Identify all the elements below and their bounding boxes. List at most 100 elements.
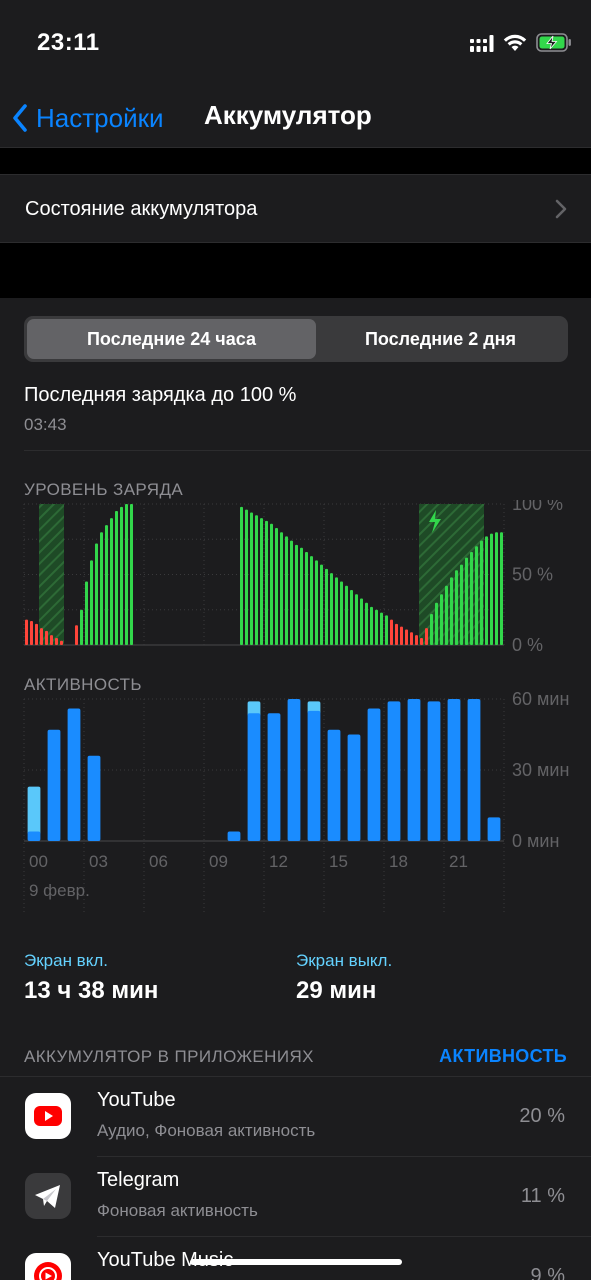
battery-health-row[interactable]: Состояние аккумулятора	[0, 174, 591, 243]
screen-on-bar	[247, 713, 261, 841]
battery-level-bar	[365, 602, 368, 645]
battery-level-bar	[245, 509, 248, 645]
battery-level-bar	[270, 523, 273, 645]
back-button[interactable]: Настройки	[12, 96, 164, 140]
segment-last-2-days[interactable]: Последние 2 дня	[364, 328, 517, 349]
app-row-telegram[interactable]: Telegram Фоновая активность 11 %	[0, 1157, 591, 1237]
battery-charts: 100 % 50 % 0 % 60 мин 30 мин 0 мин 00 03 06 09 12 1…	[23, 500, 569, 912]
battery-level-bar	[405, 629, 408, 645]
battery-level-bar	[490, 533, 493, 645]
battery-level-bar	[400, 626, 403, 645]
battery-level-bar	[435, 602, 438, 645]
period-segmented-control: Последние 24 часа Последние 2 дня	[24, 316, 568, 362]
app-percent: 20 %	[519, 1105, 565, 1127]
battery-level-bar	[110, 518, 113, 645]
battery-level-bar	[285, 536, 288, 645]
battery-level-bar	[125, 504, 128, 645]
screen-on-bar	[267, 713, 281, 841]
x-tick-label: 09	[209, 852, 228, 871]
app-detail: Фоновая активность	[97, 1201, 258, 1220]
battery-level-bar	[425, 628, 428, 645]
battery-level-bar	[395, 623, 398, 645]
show-activity-button[interactable]: АКТИВНОСТЬ	[439, 1046, 567, 1066]
divider	[97, 1236, 591, 1237]
app-detail: Аудио, Фоновая активность	[97, 1121, 316, 1140]
battery-level-bar	[325, 568, 328, 645]
apps-section-header: АККУМУЛЯТОР В ПРИЛОЖЕНИЯХ	[24, 1047, 314, 1066]
y-tick-label: 0 мин	[512, 831, 559, 851]
battery-level-bar	[280, 532, 283, 645]
battery-level-bar	[290, 540, 293, 645]
screen-on-bar	[67, 708, 81, 841]
app-name: YouTube	[97, 1089, 176, 1111]
x-tick-label: 18	[389, 852, 408, 871]
battery-level-label: УРОВЕНЬ ЗАРЯДА	[24, 480, 184, 499]
youtube-icon	[25, 1093, 71, 1139]
battery-level-bar	[255, 515, 258, 645]
screen-on-bar	[427, 701, 441, 841]
battery-level-bar	[410, 632, 413, 645]
divider	[97, 1156, 591, 1157]
battery-level-bar	[475, 546, 478, 645]
last-charge-time: 03:43	[24, 415, 67, 434]
status-bar: 23:11	[0, 0, 591, 90]
battery-level-bar	[55, 637, 58, 645]
app-row-youtube-music[interactable]: YouTube Music 9 %	[0, 1237, 591, 1280]
divider	[0, 1076, 591, 1077]
x-tick-label: 03	[89, 852, 108, 871]
screen-off-value: 29 мин	[296, 977, 377, 1004]
battery-level-bar	[430, 613, 433, 645]
battery-level-bar	[100, 532, 103, 645]
battery-level-bar	[120, 506, 123, 645]
group-gap	[0, 243, 591, 298]
battery-level-bar	[500, 532, 503, 645]
app-row-youtube[interactable]: YouTube Аудио, Фоновая активность 20 %	[0, 1077, 591, 1157]
battery-level-bar	[25, 619, 28, 645]
battery-level-bar	[90, 560, 93, 645]
battery-level-bar	[105, 525, 108, 645]
youtube-music-icon	[25, 1253, 71, 1280]
battery-level-bar	[315, 560, 318, 645]
screen-on-bar	[227, 831, 241, 841]
battery-level-bar	[485, 536, 488, 645]
y-tick-label: 50 %	[512, 565, 553, 585]
x-tick-label: 21	[449, 852, 468, 871]
battery-health-label: Состояние аккумулятора	[25, 198, 258, 220]
signal-icon	[470, 35, 494, 52]
battery-level-bar	[465, 557, 468, 645]
battery-level-bar	[370, 606, 373, 645]
x-tick-label: 12	[269, 852, 288, 871]
segment-last-24h[interactable]: Последние 24 часа	[27, 319, 316, 359]
battery-level-bar	[340, 581, 343, 645]
battery-level-bar	[420, 637, 423, 645]
screen-on-bar	[307, 710, 321, 841]
y-tick-label: 30 мин	[512, 760, 569, 780]
battery-level-bar	[50, 635, 53, 645]
screen-off-label: Экран выкл.	[296, 951, 393, 970]
screen-on-bar	[27, 831, 41, 841]
screen-off-bar	[247, 701, 261, 717]
y-tick-label: 0 %	[512, 635, 543, 655]
battery-level-bar	[275, 527, 278, 645]
screen-on-bar	[407, 699, 421, 841]
screen-on-bar	[467, 699, 481, 841]
battery-level-bar	[80, 609, 83, 645]
screen-on-value: 13 ч 38 мин	[24, 977, 159, 1004]
home-indicator[interactable]	[190, 1259, 402, 1265]
status-time: 23:11	[37, 29, 100, 56]
divider	[24, 450, 591, 451]
screen-on-bar	[347, 734, 361, 841]
battery-level-bar	[355, 594, 358, 645]
activity-label: АКТИВНОСТЬ	[24, 675, 142, 694]
battery-level-bar	[300, 547, 303, 645]
battery-level-bar	[455, 570, 458, 645]
screen-off-bar	[27, 786, 41, 835]
battery-level-bar	[45, 630, 48, 645]
battery-level-bar	[130, 504, 133, 645]
battery-level-bar	[30, 621, 33, 645]
battery-level-bar	[495, 532, 498, 645]
battery-level-bar	[390, 619, 393, 645]
app-percent: 9 %	[530, 1265, 565, 1280]
battery-level-bar	[380, 612, 383, 645]
charging-range	[39, 504, 64, 645]
